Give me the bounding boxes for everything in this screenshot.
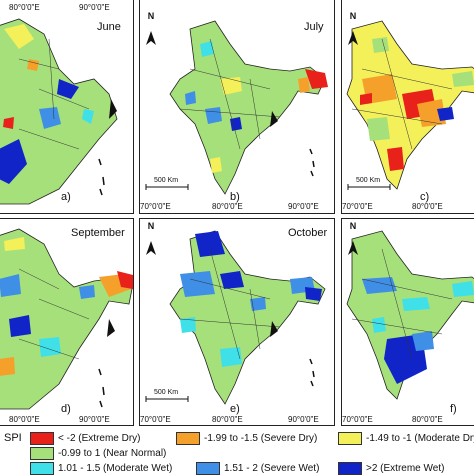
- legend-swatch: [176, 432, 200, 445]
- map-panel-august: N 500 Km c) 70°0'0"E 80°0'0"E: [341, 0, 474, 214]
- legend-swatch: [30, 447, 54, 460]
- legend-item-moderate-dry: -1.49 to -1 (Moderate Dry): [338, 432, 474, 445]
- legend-label: -1.99 to -1.5 (Severe Dry): [204, 433, 318, 444]
- month-label-october: October: [288, 227, 328, 239]
- month-label-july: July: [304, 21, 324, 33]
- lon-70-label-f: 70°0'0"E: [342, 415, 373, 424]
- spi-map-september: [0, 228, 133, 410]
- north-arrow: N: [147, 11, 155, 21]
- spi-map-november: [346, 230, 474, 400]
- lon-90-label-d: 90°0'0"E: [79, 415, 110, 424]
- legend-label: -1.49 to -1 (Moderate Dry): [366, 433, 474, 444]
- map-panel-november: N f) 70°0'0"E 80°0'0"E: [341, 218, 474, 426]
- scale-bar-label-e: 500 Km: [154, 389, 179, 396]
- legend-label: -0.99 to 1 (Near Normal): [58, 448, 167, 459]
- lon-80-label-b: 80°0'0"E: [212, 202, 243, 211]
- legend-swatch: [30, 432, 54, 445]
- legend-label: < -2 (Extreme Dry): [58, 433, 141, 444]
- spi-map-october: [145, 230, 326, 405]
- legend-swatch: [338, 432, 362, 445]
- legend-item-near-normal: -0.99 to 1 (Near Normal): [30, 447, 166, 460]
- lon-80-label-f: 80°0'0"E: [412, 415, 443, 424]
- north-arrow-e: N: [147, 221, 155, 231]
- legend-item-extreme-dry: < -2 (Extreme Dry): [30, 432, 141, 445]
- map-panel-july: N 500 Km July b) 70°0'0"E 80°0'0"E 90°0'…: [139, 0, 335, 214]
- scale-bar-label-c: 500 Km: [356, 177, 381, 184]
- panel-letter-c: c): [420, 191, 430, 203]
- scale-bar-label: 500 Km: [154, 177, 179, 184]
- panel-letter-a: a): [61, 191, 71, 203]
- spi-map-june: [0, 18, 118, 205]
- north-arrow-f: N: [349, 221, 357, 231]
- spi-legend: SPI < -2 (Extreme Dry) -1.99 to -1.5 (Se…: [0, 426, 474, 475]
- legend-swatch: [338, 462, 362, 475]
- lon-90-label-b: 90°0'0"E: [288, 202, 319, 211]
- month-label-september: September: [71, 227, 125, 239]
- north-arrow-c: N: [349, 11, 357, 21]
- lon-90-label-e: 90°0'0"E: [288, 415, 319, 424]
- lon-70-label-e: 70°0'0"E: [140, 415, 171, 424]
- panel-letter-d: d): [61, 403, 71, 415]
- spi-map-july: [145, 20, 328, 195]
- legend-swatch: [196, 462, 220, 475]
- legend-item-moderate-wet: 1.01 - 1.5 (Moderate Wet): [30, 462, 172, 475]
- map-panel-october: N 500 Km October e) 70°0'0"E 80°0'0"E 90…: [139, 218, 335, 426]
- lon-80-label-d: 80°0'0"E: [9, 415, 40, 424]
- legend-label: >2 (Extreme Wet): [366, 463, 445, 474]
- month-label-june: June: [97, 21, 121, 33]
- panel-letter-e: e): [230, 403, 240, 415]
- spi-map-august: [346, 20, 474, 190]
- legend-item-extreme-wet: >2 (Extreme Wet): [338, 462, 444, 475]
- lon-80-label: 80°0'0"E: [9, 3, 40, 12]
- lon-80-label-e: 80°0'0"E: [212, 415, 243, 424]
- panel-letter-f: f): [450, 403, 457, 415]
- map-panel-september: September d) 80°0'0"E 90°0'0"E: [0, 218, 134, 426]
- legend-label: 1.01 - 1.5 (Moderate Wet): [58, 463, 173, 474]
- map-panel-june: 80°0'0"E 90°0'0"E June a): [0, 0, 134, 214]
- lon-70-label-c: 70°0'0"E: [342, 202, 373, 211]
- legend-label: 1.51 - 2 (Severe Wet): [224, 463, 320, 474]
- legend-title: SPI: [4, 432, 22, 444]
- legend-swatch: [30, 462, 54, 475]
- panel-letter-b: b): [230, 191, 240, 203]
- legend-item-severe-dry: -1.99 to -1.5 (Severe Dry): [176, 432, 317, 445]
- lon-70-label-b: 70°0'0"E: [140, 202, 171, 211]
- lon-90-label: 90°0'0"E: [79, 3, 110, 12]
- lon-80-label-c: 80°0'0"E: [412, 202, 443, 211]
- legend-item-severe-wet: 1.51 - 2 (Severe Wet): [196, 462, 319, 475]
